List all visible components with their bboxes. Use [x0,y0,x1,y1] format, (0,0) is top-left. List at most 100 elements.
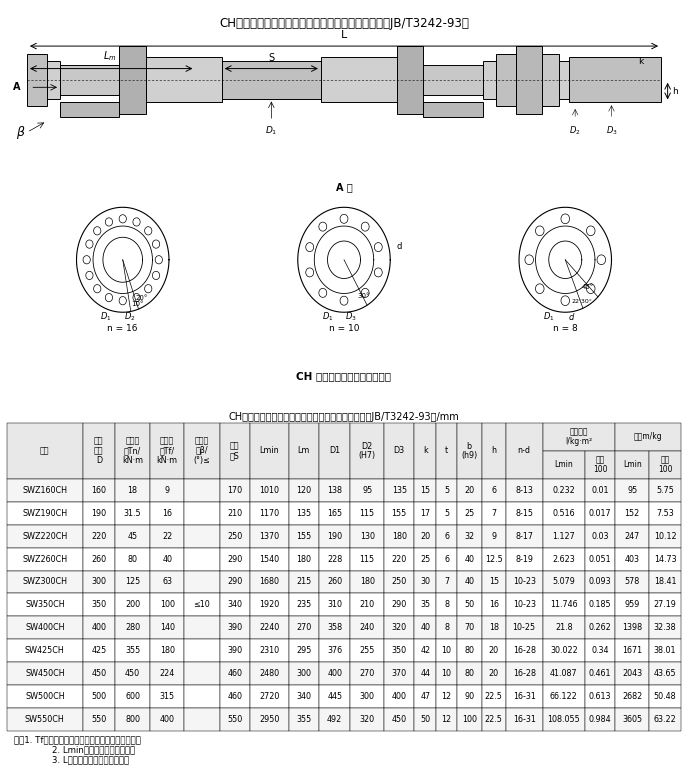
Bar [543,525,585,547]
Bar [543,616,585,639]
Text: 公称转
矩Tn/
kN·m: 公称转 矩Tn/ kN·m [122,437,143,465]
Text: 40: 40 [420,623,431,633]
Text: 44: 44 [420,669,431,678]
Text: 350: 350 [391,646,407,655]
Text: 43.65: 43.65 [654,669,676,678]
Text: 5.75: 5.75 [656,486,674,495]
Bar [319,685,350,708]
Text: 30°: 30° [357,293,369,298]
Text: 180: 180 [360,577,375,587]
Text: 2. Lmin为缩短后的最小长度。: 2. Lmin为缩短后的最小长度。 [41,745,135,754]
Bar [543,451,585,479]
Text: 5: 5 [444,509,449,518]
Bar [350,479,384,502]
Text: 质量m/kg: 质量m/kg [634,433,663,441]
Text: 0.017: 0.017 [589,509,612,518]
Bar [615,479,649,502]
Text: 增长
100: 增长 100 [658,455,672,474]
Text: 伸缩
量S: 伸缩 量S [230,441,239,460]
Text: 100: 100 [160,601,175,609]
Text: 疲劳转
矩Tf/
kN·m: 疲劳转 矩Tf/ kN·m [157,437,178,465]
Bar [384,502,414,525]
Bar [289,708,319,731]
Text: 300: 300 [92,577,107,587]
Bar [457,594,482,616]
Text: 45°: 45° [582,284,594,291]
Bar [250,571,289,594]
Text: 0.093: 0.093 [589,577,612,587]
Bar [543,502,585,525]
Bar [649,662,681,685]
Text: 247: 247 [625,532,640,540]
Bar [319,571,350,594]
Bar [649,479,681,502]
Text: 18: 18 [488,623,499,633]
Text: 80: 80 [127,555,138,564]
Bar [506,423,543,479]
Bar [7,708,83,731]
Bar [184,502,219,525]
Bar [219,479,250,502]
Text: 0.613: 0.613 [589,692,612,701]
Text: 50.48: 50.48 [654,692,676,701]
Bar [615,639,649,662]
Bar [350,594,384,616]
Bar [457,639,482,662]
Bar [184,525,219,547]
Bar [115,662,151,685]
Text: 20: 20 [420,532,431,540]
Text: 回转
直径
D: 回转 直径 D [94,437,104,465]
Bar [289,685,319,708]
Text: A 向: A 向 [336,182,352,192]
Bar [506,547,543,571]
Bar [47,61,60,98]
Bar [219,423,250,479]
Text: 7.53: 7.53 [656,509,674,518]
Text: 270: 270 [360,669,375,678]
Text: 120: 120 [297,486,312,495]
Text: 6: 6 [491,486,496,495]
Bar [115,525,151,547]
Bar [436,502,457,525]
Text: 70: 70 [464,623,474,633]
Text: 3. L为安装长度，按需要确定。: 3. L为安装长度，按需要确定。 [41,755,129,765]
Text: 1010: 1010 [259,486,279,495]
Text: n = 8: n = 8 [553,324,578,333]
Text: 260: 260 [92,555,107,564]
Text: 7: 7 [444,577,449,587]
Bar [482,685,506,708]
Bar [615,685,649,708]
Bar [250,479,289,502]
Bar [615,423,681,451]
Bar [115,479,151,502]
Text: 400: 400 [391,692,407,701]
Bar [151,594,184,616]
Text: 2.623: 2.623 [552,555,575,564]
Text: 550: 550 [227,715,242,724]
Text: 35: 35 [420,601,431,609]
Text: 190: 190 [92,509,107,518]
Bar [83,423,115,479]
Bar [151,547,184,571]
Text: 250: 250 [227,532,242,540]
Bar [219,639,250,662]
Text: 1170: 1170 [259,509,279,518]
Text: 270: 270 [297,623,312,633]
Text: 20: 20 [488,669,499,678]
Bar [151,525,184,547]
Text: SWZ220CH: SWZ220CH [22,532,67,540]
Bar [115,547,151,571]
Bar [115,616,151,639]
Bar [585,571,615,594]
Bar [649,571,681,594]
Bar [184,685,219,708]
Text: 460: 460 [227,669,242,678]
Bar [289,662,319,685]
Bar [482,662,506,685]
Bar [482,639,506,662]
Bar [414,423,436,479]
Bar [289,547,319,571]
Bar [83,662,115,685]
Bar [615,547,649,571]
Text: Lmin: Lmin [555,461,573,469]
